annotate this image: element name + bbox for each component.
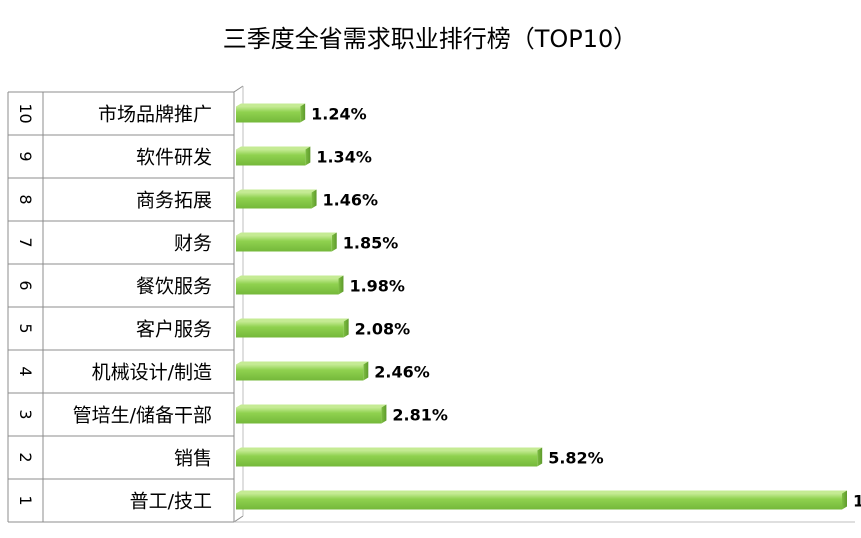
bar-end-face	[338, 275, 344, 295]
category-label: 市场品牌推广	[98, 104, 212, 126]
chart-title: 三季度全省需求职业排行榜（TOP10）	[223, 25, 638, 53]
bar	[236, 235, 332, 252]
bar	[236, 192, 312, 209]
bar-5	[236, 318, 349, 338]
category-label: 财务	[174, 233, 212, 255]
data-label: 5.82%	[548, 449, 604, 468]
data-label: 1.24%	[311, 105, 367, 124]
category-label: 软件研发	[136, 147, 212, 169]
bar-8	[236, 189, 317, 209]
bar-top-face	[236, 447, 543, 451]
bar	[236, 407, 382, 424]
rank-label: 4	[16, 366, 35, 376]
category-label: 商务拓展	[136, 190, 212, 212]
rank-label: 9	[16, 151, 35, 161]
data-label: 1.34%	[316, 148, 372, 167]
bar	[236, 278, 339, 295]
bar-end-face	[300, 103, 306, 123]
data-labels: 1.24% 1.34% 1.46% 1.85% 1.98% 2.08% 2.46% 2.81%…	[311, 105, 861, 511]
bar-end-face	[305, 146, 311, 166]
rank-label: 1	[16, 495, 35, 505]
data-label: 2.08%	[355, 320, 411, 339]
category-label: 管培生/储备干部	[73, 405, 212, 427]
category-label: 客户服务	[136, 319, 212, 341]
bar-top-face	[236, 103, 306, 107]
bar-top-face	[236, 318, 349, 322]
bar	[236, 493, 842, 510]
bar-top-face	[236, 189, 317, 193]
bar	[236, 364, 364, 381]
data-label: 1.46%	[323, 191, 379, 210]
bar-top-face	[236, 404, 387, 408]
rank-label: 8	[16, 194, 35, 204]
rank-label: 7	[16, 237, 35, 247]
rank-label: 3	[16, 409, 35, 419]
bar-end-face	[537, 447, 543, 467]
bar-end-face	[331, 232, 337, 252]
bar-2	[236, 447, 543, 467]
bar-3	[236, 404, 387, 424]
bar-10	[236, 103, 306, 123]
bar-top-face	[236, 232, 337, 236]
data-label: 11.71%	[853, 492, 861, 511]
bar	[236, 450, 538, 467]
bar-top-face	[236, 275, 344, 279]
category-label: 普工/技工	[130, 491, 212, 513]
bar-top-face	[236, 490, 847, 494]
bar-1	[236, 490, 847, 510]
category-label: 机械设计/制造	[92, 362, 212, 384]
axis-depth-bottom	[233, 515, 244, 523]
bar	[236, 321, 344, 338]
bar-end-face	[381, 404, 387, 424]
data-label: 1.85%	[343, 234, 399, 253]
bar-4	[236, 361, 369, 381]
data-label: 2.81%	[392, 406, 448, 425]
bar-6	[236, 275, 344, 295]
rank-label: 10	[16, 103, 35, 123]
category-label: 销售	[174, 448, 212, 470]
data-label: 1.98%	[349, 277, 405, 296]
bar-top-face	[236, 146, 311, 150]
rank-label: 6	[16, 280, 35, 290]
bar-9	[236, 146, 311, 166]
axis-depth-top	[233, 85, 244, 93]
bar-7	[236, 232, 337, 252]
category-label: 餐饮服务	[136, 276, 212, 298]
bar-end-face	[311, 189, 317, 209]
data-label: 2.46%	[374, 363, 430, 382]
bar-end-face	[343, 318, 349, 338]
bar-series	[236, 103, 847, 510]
bar	[236, 149, 306, 166]
bar-top-face	[236, 361, 369, 365]
bar	[236, 106, 301, 123]
bar-end-face	[842, 490, 847, 510]
rank-label: 5	[16, 323, 35, 333]
rank-label: 2	[16, 452, 35, 462]
bar-end-face	[363, 361, 369, 381]
